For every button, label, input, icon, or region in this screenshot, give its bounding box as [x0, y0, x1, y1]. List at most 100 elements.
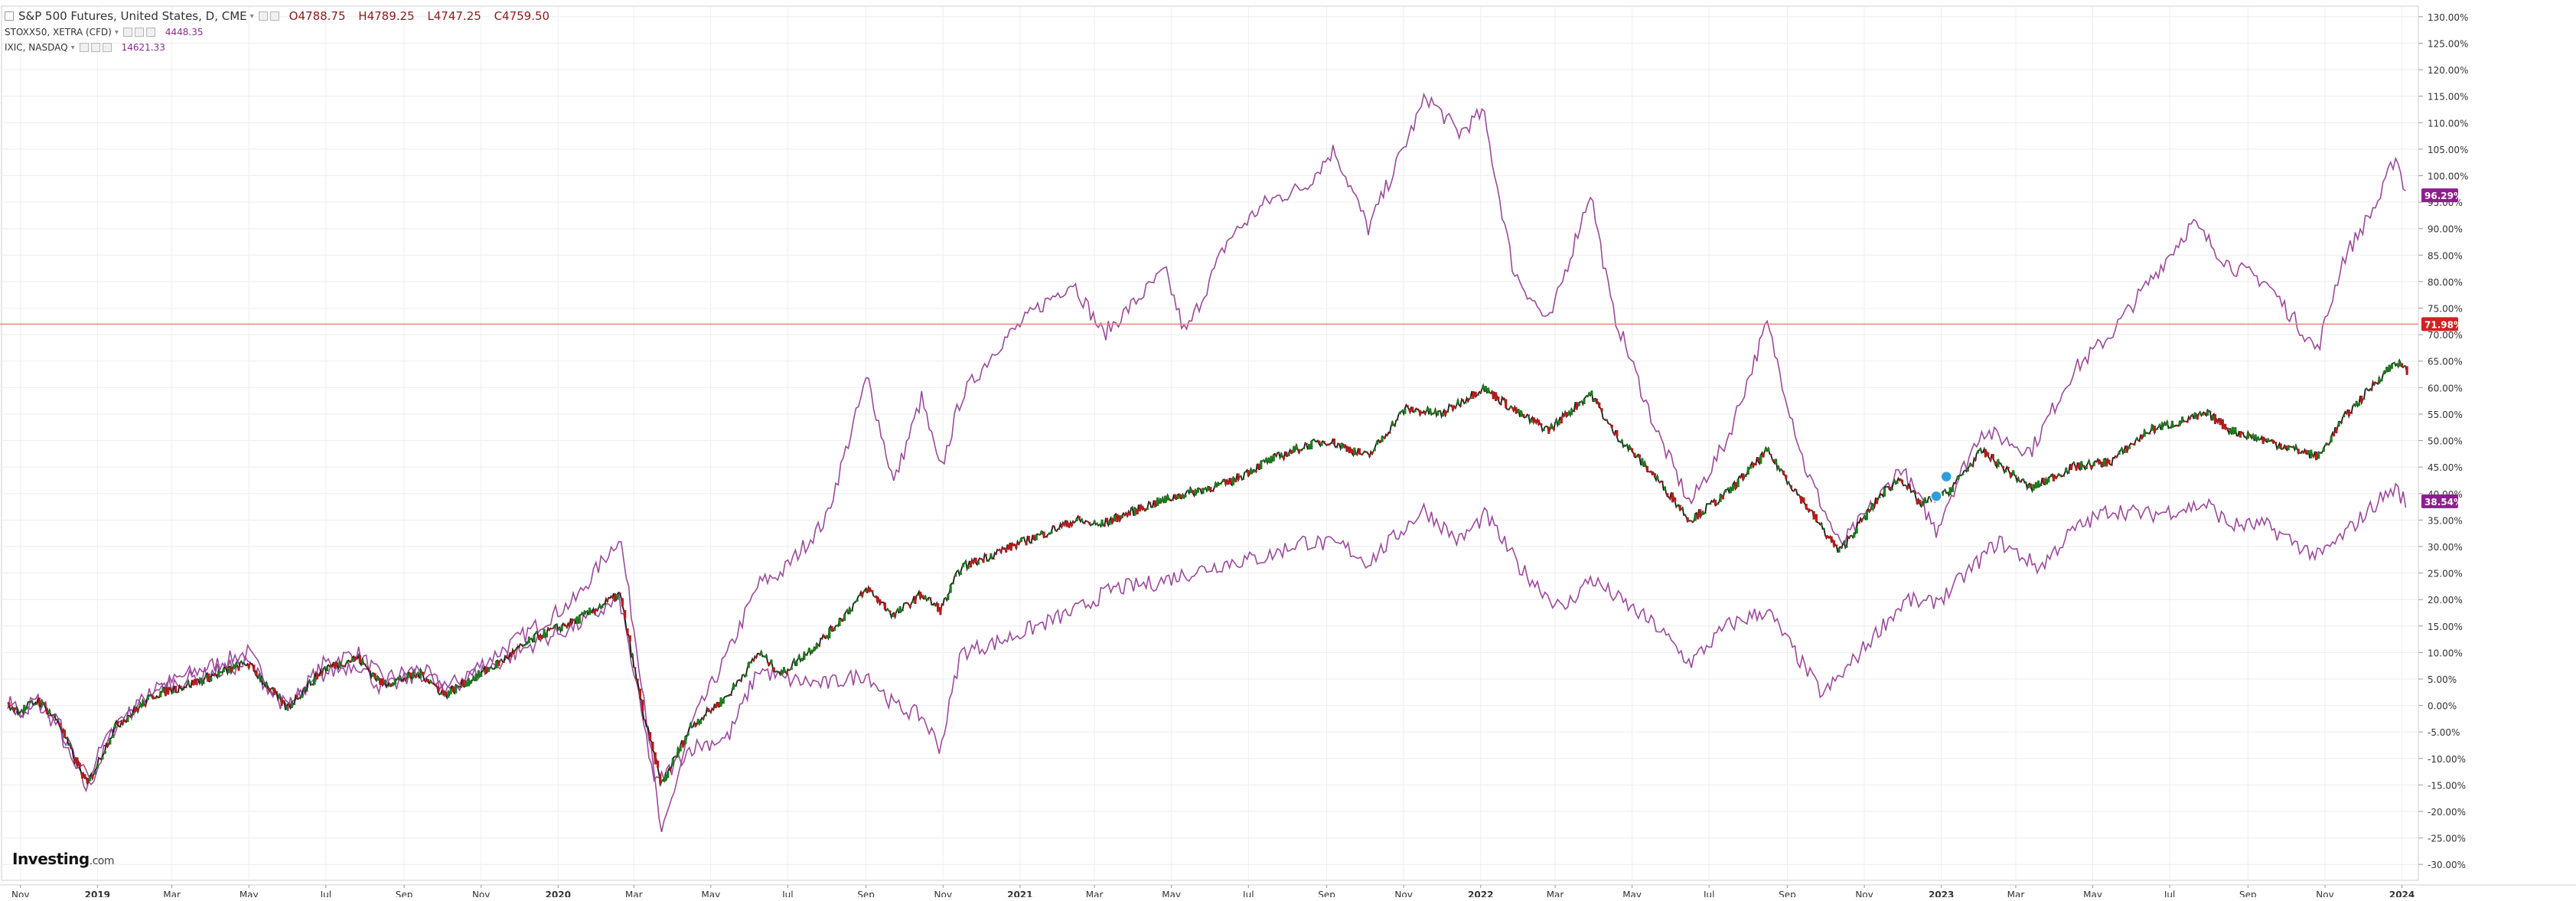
candle — [866, 588, 869, 593]
candle — [1719, 494, 1722, 502]
chevron-down-icon[interactable]: ▾ — [70, 43, 75, 52]
candle — [1954, 482, 1957, 485]
chevron-down-icon[interactable]: ▾ — [249, 11, 254, 21]
candle — [1997, 459, 2000, 468]
candle — [1641, 458, 1644, 465]
last-value-badge — [2421, 494, 2458, 508]
settings-icon[interactable] — [134, 28, 144, 37]
candle — [2320, 452, 2323, 454]
candle — [45, 708, 48, 714]
candle — [280, 698, 283, 706]
candle — [41, 700, 44, 707]
candle — [2095, 461, 2098, 462]
remove-series-icon[interactable] — [145, 28, 155, 37]
candle — [91, 774, 94, 779]
candle — [1345, 446, 1348, 452]
candle — [583, 611, 586, 615]
logo-domain: .com — [89, 855, 115, 867]
settings-icon[interactable] — [269, 11, 279, 21]
candle — [1116, 514, 1119, 522]
candle — [1489, 392, 1492, 394]
candle — [876, 596, 879, 602]
candle — [1340, 443, 1343, 449]
candle — [523, 645, 526, 647]
settings-icon[interactable] — [90, 43, 100, 52]
candle — [1612, 433, 1616, 436]
legend-series3-row[interactable]: IXIC, NASDAQ ▾ 14621.33 — [5, 40, 559, 55]
candle — [1822, 528, 1825, 530]
candle — [1802, 497, 1805, 503]
candle — [2312, 455, 2315, 457]
candle — [1577, 402, 1580, 406]
candle — [1277, 452, 1280, 454]
candle — [1270, 455, 1273, 464]
candle — [220, 672, 223, 674]
legend-series2-row[interactable]: STOXX50, XETRA (CFD) ▾ 4448.35 — [5, 24, 559, 40]
candle — [1948, 487, 1952, 495]
investing-logo: Investing.com — [12, 850, 115, 868]
candle — [1530, 419, 1533, 423]
candle — [1143, 508, 1146, 511]
candle — [1987, 452, 1990, 456]
candle — [2382, 371, 2386, 375]
candle — [641, 700, 644, 712]
candle — [2133, 444, 2136, 446]
hide-series-icon[interactable] — [258, 11, 268, 21]
candle — [391, 683, 394, 687]
legend-series3-name[interactable]: IXIC, NASDAQ — [5, 42, 68, 53]
candle — [366, 666, 369, 669]
candle — [2017, 478, 2020, 482]
x-tick-label: May — [2083, 890, 2102, 897]
candle — [1562, 413, 1566, 416]
event-marker-icon — [1940, 470, 1952, 483]
hide-series-icon[interactable] — [79, 43, 89, 52]
x-tick-label: 2021 — [1007, 890, 1032, 897]
candle — [2080, 461, 2083, 470]
candle — [850, 610, 854, 612]
candle — [2201, 413, 2204, 416]
candle — [1149, 501, 1152, 504]
remove-series-icon[interactable] — [102, 43, 112, 52]
candle — [426, 679, 429, 682]
candle — [1264, 459, 1267, 462]
chevron-down-icon[interactable]: ▾ — [114, 28, 119, 37]
candle — [576, 616, 579, 624]
legend-series2-name[interactable]: STOXX50, XETRA (CFD) — [5, 27, 112, 38]
candle — [1704, 512, 1707, 514]
hide-series-icon[interactable] — [122, 28, 132, 37]
legend-main-row[interactable]: S&P 500 Futures, United States, D, CME ▾… — [5, 8, 559, 24]
candle — [2052, 474, 2056, 482]
candle — [152, 695, 155, 699]
candle — [1393, 424, 1397, 426]
x-tick-label: Sep — [2239, 890, 2257, 897]
price-badge-label: 71.98% — [2424, 319, 2463, 330]
legend-main-title[interactable]: S&P 500 Futures, United States, D, CME — [18, 9, 247, 23]
candle — [1777, 466, 1780, 469]
candle — [543, 628, 546, 638]
candle — [742, 674, 745, 676]
candle — [1166, 495, 1169, 501]
x-tick-label: Mar — [1086, 890, 1104, 897]
candle — [1742, 473, 1745, 480]
candle — [962, 563, 965, 568]
candle — [1290, 449, 1293, 454]
candle — [1017, 541, 1020, 545]
candle — [2019, 481, 2023, 483]
legend-collapse-icon[interactable] — [5, 11, 14, 21]
candle — [247, 664, 250, 668]
candle — [994, 553, 998, 555]
candle — [1898, 478, 1901, 481]
candle — [2075, 465, 2078, 471]
candle — [1686, 517, 1689, 522]
candle — [2256, 437, 2260, 441]
candle — [331, 665, 334, 667]
candle — [2100, 462, 2103, 467]
candle — [515, 648, 518, 651]
candle — [603, 604, 606, 606]
candle — [1694, 514, 1697, 521]
candle — [2148, 433, 2151, 435]
candle — [719, 697, 722, 707]
candle — [482, 669, 485, 672]
